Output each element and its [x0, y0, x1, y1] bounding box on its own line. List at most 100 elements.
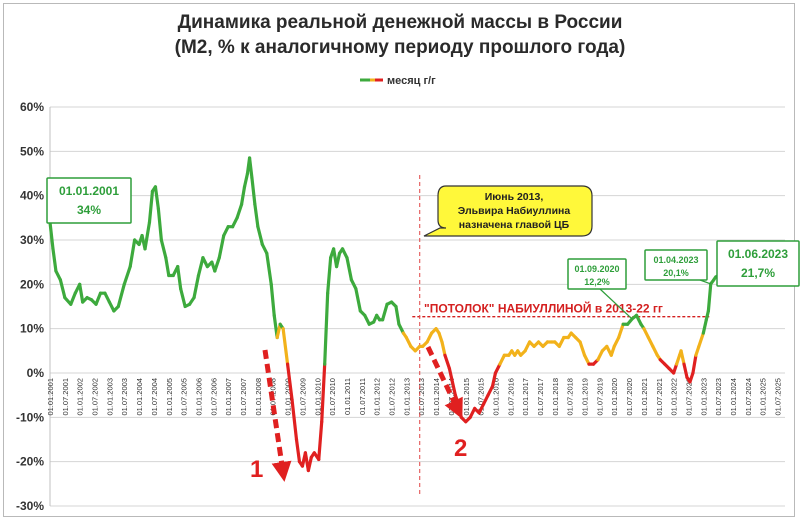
series-segment — [486, 384, 495, 397]
x-tick-label: 01.01.2025 — [759, 378, 768, 416]
series-segment — [235, 202, 244, 220]
x-axis-ticks: 01.01.2001 01.07.2001 01.01.2002 01.07.2002… — [46, 378, 783, 416]
legend: месяц г/г — [360, 75, 436, 87]
event-callout-box — [423, 185, 593, 237]
series-segment — [48, 220, 55, 251]
series-segment — [612, 335, 621, 348]
y-tick-label: 30% — [20, 233, 44, 247]
x-tick-label: 01.01.2018 — [551, 378, 560, 416]
event-callout-line: назначена главой ЦБ — [459, 219, 570, 231]
series-segment — [217, 233, 226, 260]
callout-2001-box — [46, 177, 132, 224]
x-tick-label: 01.07.2002 — [91, 378, 100, 416]
x-tick-label: 01.01.2011 — [343, 378, 352, 415]
callouts: 01.01.2001 34% 01.09.2020 12,2% 01.04.2023 20… — [46, 177, 800, 320]
series-segment — [697, 331, 705, 348]
x-tick-label: 01.07.2005 — [180, 378, 189, 416]
x-tick-label: 01.01.2023 — [699, 378, 708, 416]
x-tick-label: 01.07.2018 — [566, 378, 575, 416]
series-segment — [306, 455, 313, 473]
series-segment — [354, 287, 362, 313]
callout-2020-pointer — [599, 288, 633, 320]
callout-2023b: 01.06.2023 21,7% — [715, 240, 800, 287]
series-segment — [651, 344, 659, 357]
series-segment — [58, 278, 67, 300]
series-segment — [701, 318, 708, 335]
series-segment — [239, 185, 247, 207]
x-tick-label: 01.01.2007 — [224, 378, 233, 416]
series-segment — [326, 256, 333, 295]
series-segment — [69, 291, 77, 306]
event-callout-line: Эльвира Набиуллина — [458, 205, 571, 217]
series-segment — [634, 313, 643, 326]
event-callout: Июнь 2013, Эльвира Набиуллина назначена гл… — [423, 185, 593, 237]
series-segment — [147, 189, 155, 224]
y-tick-label: 50% — [20, 144, 44, 158]
series-segment — [250, 176, 257, 207]
series-segment — [78, 282, 85, 304]
series-segment — [51, 247, 58, 273]
series-segment — [176, 265, 183, 291]
marker-1-label: 1 — [250, 456, 263, 483]
x-tick-label: 01.01.2022 — [670, 378, 679, 416]
series-segment — [256, 225, 264, 247]
legend-label: месяц г/г — [387, 75, 436, 87]
series-segment — [404, 335, 413, 348]
series-segment — [247, 156, 254, 180]
y-tick-label: 10% — [20, 322, 44, 336]
series-segment — [242, 171, 250, 189]
series-segment — [281, 327, 290, 366]
x-tick-label: 01.07.2025 — [774, 378, 783, 416]
series-segment — [320, 362, 327, 424]
x-tick-label: 01.07.2010 — [328, 378, 337, 416]
series-segment — [596, 349, 604, 362]
x-tick-label: 01.07.2020 — [625, 378, 634, 416]
series-segment — [582, 353, 591, 366]
x-tick-label: 01.01.2003 — [105, 378, 114, 416]
series-segment — [679, 349, 686, 366]
decline-arrows: 12 — [250, 345, 467, 483]
y-tick-label: 40% — [20, 189, 44, 203]
x-tick-label: 01.07.2017 — [536, 378, 545, 416]
series-segment — [94, 291, 103, 306]
chart-subtitle: (M2, % к аналогичному периоду прошлого г… — [175, 37, 626, 58]
y-axis-ticks: -30% -20% -10% 0% 10% 20% 30% 40% 50% 60% — [16, 100, 44, 513]
gridlines — [49, 106, 785, 507]
x-tick-label: 01.01.2009 — [284, 378, 293, 416]
series-segment — [682, 362, 689, 380]
callout-2020: 01.09.2020 12,2% — [567, 258, 633, 320]
event-callout-line: Июнь 2013, — [485, 191, 544, 203]
callout-2020-line: 01.09.2020 — [574, 264, 619, 274]
series-segment — [706, 282, 713, 313]
x-tick-label: 01.01.2014 — [432, 378, 441, 416]
series-segment — [128, 238, 137, 269]
x-tick-label: 01.07.2006 — [209, 378, 218, 416]
y-tick-label: 20% — [20, 277, 44, 291]
series-segment — [54, 269, 62, 282]
chart-title: Динамика реальной денежной массы в Росси… — [178, 12, 623, 33]
callout-2001-line: 01.01.2001 — [59, 184, 119, 198]
x-tick-label: 01.01.2001 — [46, 378, 55, 416]
series-segment — [397, 322, 405, 335]
callout-2023b-box — [716, 240, 800, 287]
x-tick-label: 01.07.2015 — [477, 378, 486, 416]
y-tick-label: -20% — [16, 455, 44, 469]
x-tick-label: 01.07.2012 — [388, 378, 397, 416]
series-segment — [334, 251, 342, 269]
series-segment — [116, 282, 126, 309]
series-segment — [617, 322, 625, 340]
series-segment — [440, 340, 447, 357]
series-segment — [450, 380, 457, 397]
series-segment — [490, 371, 498, 388]
series-segment — [222, 225, 230, 238]
ceiling-line: "ПОТОЛОК" НАБИУЛЛИНОЙ в 2013-22 гг — [412, 301, 710, 318]
y-tick-label: -30% — [16, 499, 44, 513]
x-tick-label: 01.07.2022 — [684, 378, 693, 416]
series-segment — [122, 265, 132, 286]
x-tick-label: 01.07.2013 — [417, 378, 426, 416]
x-tick-label: 01.01.2024 — [729, 378, 738, 416]
callout-2023a-line: 20,1% — [663, 268, 689, 278]
series-segment — [269, 282, 276, 317]
series-segment — [285, 362, 294, 402]
series-segment — [179, 287, 187, 309]
